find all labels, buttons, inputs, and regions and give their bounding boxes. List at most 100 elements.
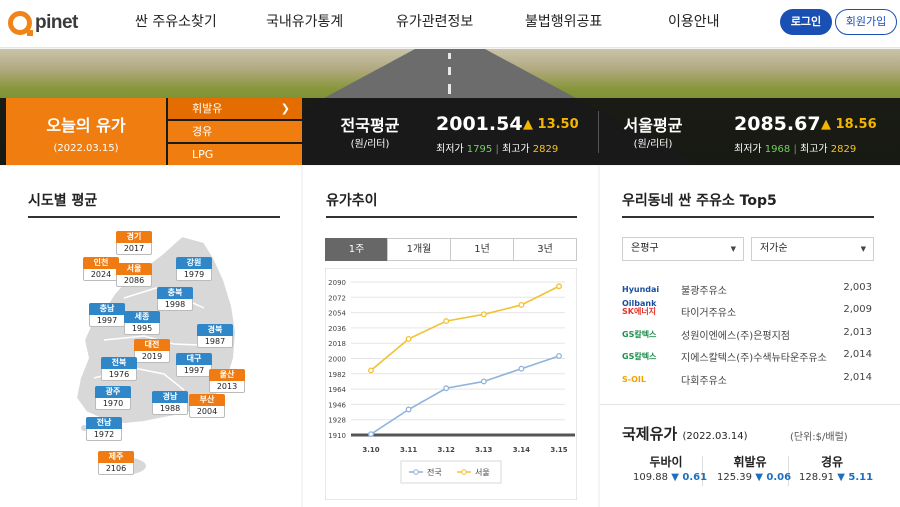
fuel-tab-lpg[interactable]: LPG [168,144,302,165]
region-value: 1988 [152,403,188,415]
y-tick-label: 2054 [328,310,346,318]
intl-price: 128.91 [799,472,834,483]
tab-1year[interactable]: 1년 [450,238,514,261]
region-pin[interactable]: 전북 1976 [101,357,137,381]
sort-value: 저가순 [760,243,788,254]
nav-cheap-station[interactable]: 싼 주유소찾기 [135,14,217,30]
region-pin[interactable]: 강원 1979 [176,257,212,281]
data-point [443,318,450,325]
nav-illegal-notice[interactable]: 불법행위공표 [525,14,603,30]
region-name: 세종 [124,311,160,323]
y-tick-label: 1910 [328,432,346,440]
region-pin[interactable]: 서울 2086 [116,263,152,287]
x-tick-label: 3.14 [513,446,530,454]
intl-change: ▼ 0.06 [755,472,792,483]
tab-1week[interactable]: 1주 [325,238,388,261]
intl-item-name: 두바이 [649,455,683,469]
region-name: 전남 [86,417,122,429]
region-name: 경기 [116,231,152,243]
nav-domestic-stats[interactable]: 국내유가통계 [266,14,344,30]
region-pin[interactable]: 부산 2004 [189,394,225,418]
region-pin[interactable]: 광주 1970 [95,386,131,410]
sort-select[interactable]: 저가순 ▼ [751,237,874,261]
district-select[interactable]: 은평구 ▼ [622,237,744,261]
national-unit: (원/리터) [350,139,390,150]
seoul-title: 서울평균 [623,116,683,135]
region-name: 충북 [157,287,193,299]
intl-change: ▼ 5.11 [837,472,874,483]
nav-oil-info[interactable]: 유가관련정보 [396,14,474,30]
region-pin[interactable]: 충남 1997 [89,303,125,327]
region-value: 2017 [116,243,152,255]
region-name: 제주 [98,451,134,463]
region-pin[interactable]: 인천 2024 [83,257,119,281]
nav-usage-guide[interactable]: 이용안내 [668,14,720,30]
top5-panel [600,166,900,507]
station-price: 2,009 [843,304,872,315]
road-line [448,84,451,94]
x-tick-label: 3.11 [400,446,417,454]
region-name: 경북 [197,324,233,336]
y-tick-label: 2018 [328,340,346,348]
region-name: 인천 [83,257,119,269]
region-name: 전북 [101,357,137,369]
high-label: 최고가 [502,144,530,155]
site-header: pinet 싼 주유소찾기 국내유가통계 유가관련정보 불법행위공표 이용안내 … [0,0,900,48]
divider [702,456,703,486]
login-button[interactable]: 로그인 [780,9,832,35]
station-name: 타이거주유소 [681,308,737,319]
region-pin[interactable]: 세종 1995 [124,311,160,335]
opinet-logo[interactable]: pinet [8,9,78,37]
top5-panel-title: 우리동네 싼 주유소 Top5 [622,193,777,209]
region-name: 서울 [116,263,152,275]
national-change: ▲ 13.50 [523,117,579,132]
region-name: 부산 [189,394,225,406]
region-pin[interactable]: 울산 2013 [209,369,245,393]
station-row[interactable]: SK에너지 타이거주유소 2,009 [622,302,874,322]
caret-down-icon: ▼ [730,245,736,253]
region-name: 대전 [134,339,170,351]
join-button[interactable]: 회원가입 [835,9,897,35]
y-tick-label: 2000 [328,356,346,364]
tab-3year[interactable]: 3년 [513,238,577,261]
divider [600,404,900,405]
y-tick-label: 1964 [328,386,346,394]
fuel-tab-gasoline[interactable]: 휘발유 ❯ [168,98,302,119]
station-row[interactable]: GS칼텍스 지에스칼텍스(주)수색뉴타운주유소 2,014 [622,347,874,367]
high-label: 최고가 [800,144,828,155]
station-row[interactable]: S-OIL 다회주유소 2,014 [622,370,874,390]
today-date: (2022.03.15) [53,143,119,154]
region-pin[interactable]: 전남 1972 [86,417,122,441]
region-pin[interactable]: 경남 1988 [152,391,188,415]
fuel-tab-diesel[interactable]: 경유 [168,121,302,142]
station-row[interactable]: Hyundai Oilbank 불광주유소 2,003 [622,280,874,308]
data-point [405,406,412,413]
data-point [518,302,525,308]
region-pin[interactable]: 경기 2017 [116,231,152,255]
region-value: 2106 [98,463,134,475]
region-pin[interactable]: 제주 2106 [98,451,134,475]
region-value: 1997 [89,315,125,327]
region-value: 1987 [197,336,233,348]
region-pin[interactable]: 대전 2019 [134,339,170,363]
district-value: 은평구 [631,243,659,254]
region-value: 1979 [176,269,212,281]
region-value: 2086 [116,275,152,287]
data-point [480,378,487,385]
logo-text: pinet [35,12,78,33]
brand-logo: SK에너지 [622,307,657,316]
intl-date: (2022.03.14) [682,431,748,442]
title-underline [28,216,280,218]
station-row[interactable]: GS칼텍스 성원이엔에스(주)은평지점 2,013 [622,325,874,345]
region-value: 2004 [189,406,225,418]
region-pin[interactable]: 경북 1987 [197,324,233,348]
seoul-average: 서울평균 (원/리터) 2085.67 ▲ 18.56 최저가 1968 | 최… [600,98,900,165]
national-average: 전국평균 (원/리터) 2001.54 ▲ 13.50 최저가 1795 | 최… [305,98,600,165]
station-price: 2,003 [843,282,872,293]
tab-1month[interactable]: 1개월 [387,238,451,261]
region-pin[interactable]: 대구 1997 [176,353,212,377]
station-name: 다회주유소 [681,376,727,387]
region-pin[interactable]: 충북 1998 [157,287,193,311]
x-tick-label: 3.15 [550,446,567,454]
seoul-high: 2829 [830,144,857,155]
